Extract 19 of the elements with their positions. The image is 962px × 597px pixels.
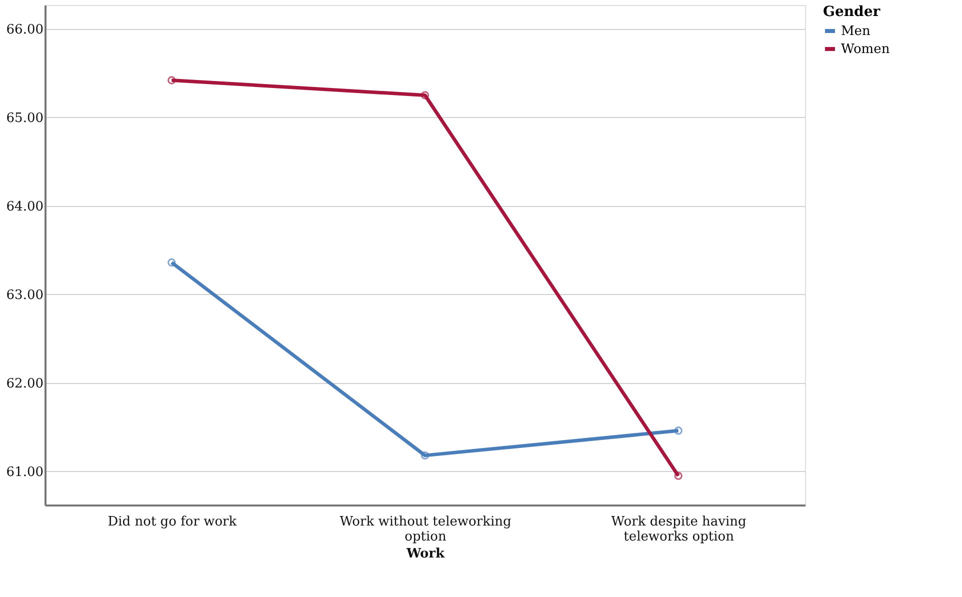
y-tick-label: 64.00: [6, 199, 44, 214]
x-tick-label: Work despite having teleworks option: [611, 514, 746, 544]
point: [420, 451, 430, 460]
y-tick-label: 61.00: [6, 464, 44, 480]
x-tick-label: Work without teleworking option: [340, 514, 512, 544]
point: [674, 472, 682, 480]
point: [168, 258, 176, 267]
point: [168, 76, 176, 84]
y-tick-label: 65.00: [6, 110, 44, 126]
point: [420, 91, 430, 100]
y-tick-label: 63.00: [6, 288, 44, 303]
legend-title: Gender: [823, 4, 881, 20]
x-tick-label: Did not go for work: [108, 514, 237, 530]
legend-label: Men: [841, 24, 872, 39]
y-tick-label: 62.00: [6, 376, 44, 392]
x-axis-title: Work: [405, 546, 446, 562]
point: [674, 426, 682, 435]
legend-label: Women: [841, 42, 890, 57]
y-tick-label: 66.00: [6, 22, 44, 38]
